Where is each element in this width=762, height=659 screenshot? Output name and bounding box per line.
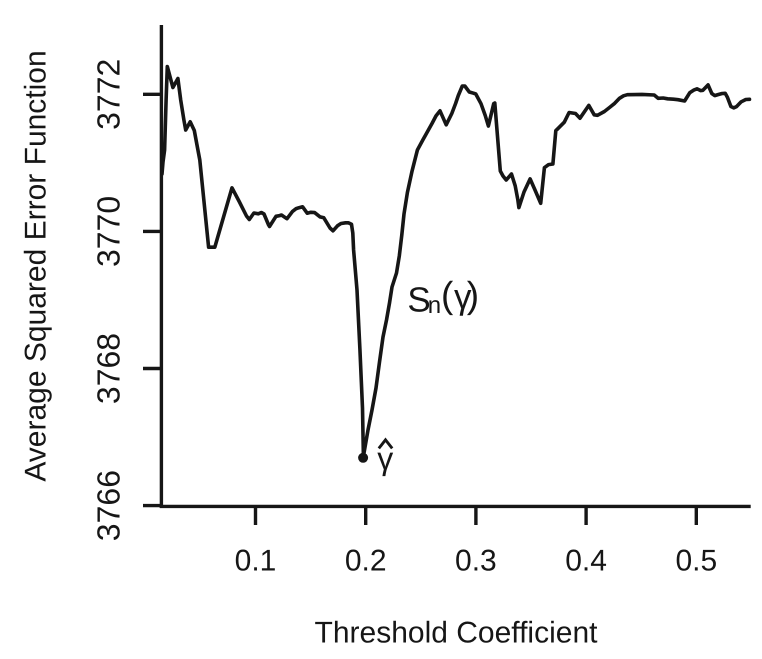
- svg-text:0.1: 0.1: [235, 545, 277, 578]
- svg-text:(: (: [441, 275, 454, 316]
- svg-text:0.5: 0.5: [675, 545, 717, 578]
- svg-text:3766: 3766: [91, 470, 127, 541]
- svg-text:3768: 3768: [91, 333, 127, 404]
- svg-text:S: S: [407, 281, 430, 320]
- svg-text:Threshold Coefficient: Threshold Coefficient: [315, 617, 599, 650]
- svg-text:3770: 3770: [91, 196, 127, 267]
- svg-text:γ: γ: [454, 278, 472, 317]
- svg-text:0.2: 0.2: [345, 545, 387, 578]
- svg-text:0.4: 0.4: [565, 545, 607, 578]
- svg-text:): ): [467, 275, 479, 316]
- svg-text:Average Squared Error Function: Average Squared Error Function: [20, 50, 53, 481]
- svg-text:n: n: [428, 292, 441, 319]
- svg-text:3772: 3772: [91, 59, 127, 130]
- svg-text:γ: γ: [377, 441, 393, 477]
- svg-text:0.3: 0.3: [455, 545, 497, 578]
